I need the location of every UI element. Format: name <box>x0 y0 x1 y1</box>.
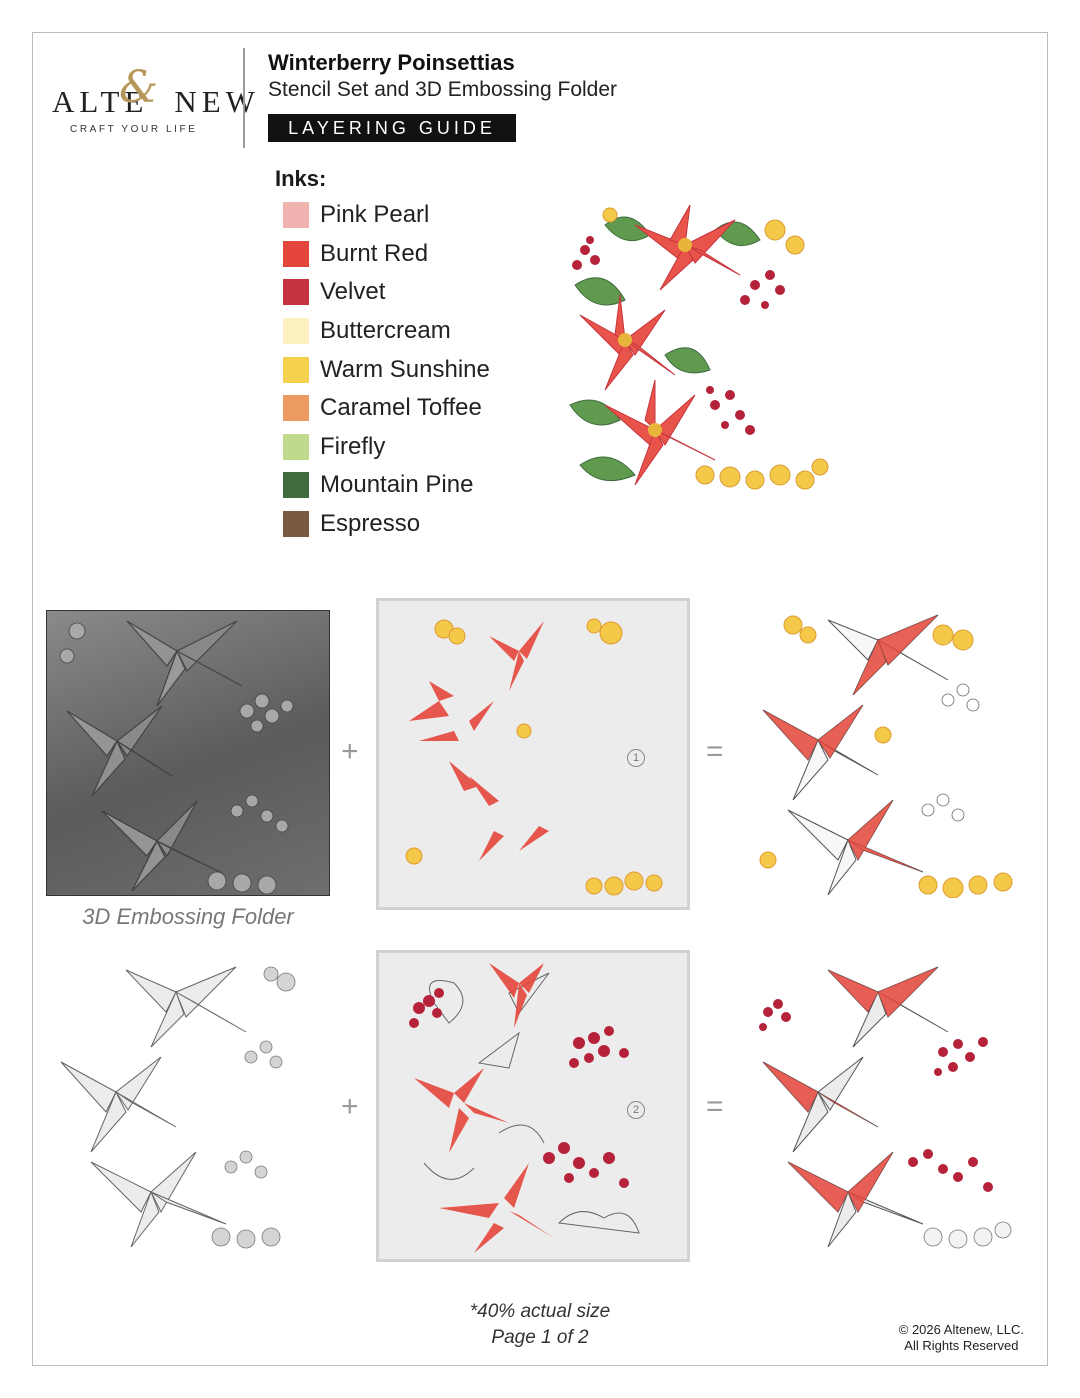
ink-item: Caramel Toffee <box>283 389 490 428</box>
ink-swatch <box>283 356 309 383</box>
stencil-1-image: 1 <box>376 598 690 910</box>
stencil-1-number: 1 <box>627 749 645 767</box>
ink-item: Velvet <box>283 273 490 312</box>
ink-swatch <box>283 395 309 422</box>
ink-swatch <box>283 472 309 499</box>
layering-guide-badge: LAYERING GUIDE <box>268 114 516 142</box>
ink-item: Mountain Pine <box>283 466 490 505</box>
ink-item: Espresso <box>283 505 490 544</box>
ink-swatch <box>283 240 309 267</box>
ink-item: Buttercream <box>283 312 490 351</box>
ink-label: Pink Pearl <box>320 201 430 229</box>
altenew-logo: ALTE NEW & CRAFT YOUR LIFE <box>52 62 255 142</box>
ink-swatch <box>283 511 309 538</box>
equals-sign-row1: = <box>706 735 724 768</box>
ink-list: Pink Pearl Burnt Red Velvet Buttercream Warm… <box>283 196 490 543</box>
product-subtitle: Stencil Set and 3D Embossing Folder <box>268 78 618 101</box>
embossing-folder-image <box>46 610 330 896</box>
ink-swatch <box>283 202 309 229</box>
ink-item: Firefly <box>283 428 490 467</box>
rights-line: All Rights Reserved <box>904 1338 1019 1353</box>
ink-label: Espresso <box>320 510 421 538</box>
embossed-panel-image <box>46 962 330 1250</box>
copyright-line: © 2026 Altenew, LLC. <box>898 1322 1024 1337</box>
finished-sample-image <box>565 205 835 495</box>
ink-label: Firefly <box>320 432 386 460</box>
header-divider <box>243 48 245 148</box>
inks-heading: Inks: <box>275 166 327 191</box>
plus-sign-row2: + <box>341 1090 359 1123</box>
ink-swatch <box>283 433 309 460</box>
folder-caption: 3D Embossing Folder <box>82 904 294 929</box>
ink-label: Mountain Pine <box>320 471 474 499</box>
result-1-image <box>748 610 1024 898</box>
page-border <box>32 32 1048 1366</box>
copyright: © 2026 Altenew, LLC. All Rights Reserved <box>899 1322 1024 1354</box>
stencil-2-image: 2 <box>376 950 690 1262</box>
logo-wordmark: ALTE NEW <box>52 84 260 119</box>
logo-ampersand: & <box>119 62 159 113</box>
ink-label: Velvet <box>320 278 386 306</box>
product-title: Winterberry Poinsettias <box>268 50 515 75</box>
ink-swatch <box>283 279 309 306</box>
ink-label: Caramel Toffee <box>320 394 482 422</box>
stencil-2-number: 2 <box>627 1101 645 1119</box>
scale-note: *40% actual size <box>469 1301 611 1322</box>
ink-item: Warm Sunshine <box>283 350 490 389</box>
ink-item: Burnt Red <box>283 235 490 274</box>
equals-sign-row2: = <box>706 1090 724 1123</box>
ink-label: Burnt Red <box>320 239 429 267</box>
ink-swatch <box>283 318 309 345</box>
ink-label: Buttercream <box>320 317 451 345</box>
result-2-image <box>748 962 1024 1250</box>
ink-item: Pink Pearl <box>283 196 490 235</box>
page-number: Page 1 of 2 <box>491 1327 589 1348</box>
plus-sign-row1: + <box>341 735 359 768</box>
ink-label: Warm Sunshine <box>320 355 490 383</box>
logo-tagline: CRAFT YOUR LIFE <box>70 124 198 135</box>
